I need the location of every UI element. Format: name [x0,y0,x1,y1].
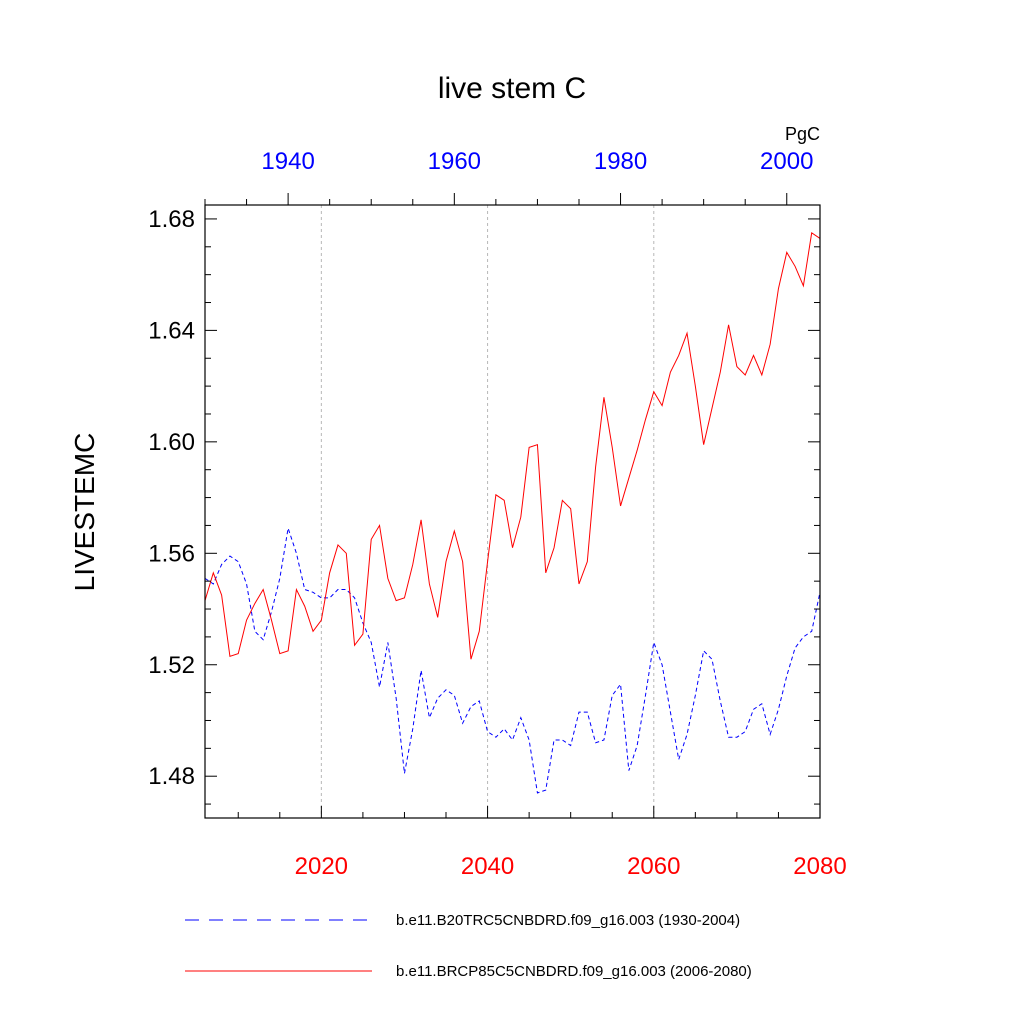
y-axis-label: LIVESTEMC [69,433,100,592]
y-tick-label-3: 1.60 [148,429,195,456]
y-tick-label-4: 1.64 [148,317,195,344]
y-tick-label-1: 1.52 [148,652,195,679]
x-bottom-tick-label-1: 2040 [461,853,514,880]
legend: b.e11.B20TRC5CNBDRD.f09_g16.003 (1930-20… [185,912,752,980]
units-label: PgC [785,124,820,144]
axes: 1.48 1.52 1.56 1.60 1.64 1.68 2020 2040 2060 2080… [148,148,846,880]
plot-area [204,205,821,818]
x-bottom-tick-label-2: 2060 [627,853,680,880]
x-top-tick-label-0: 1940 [261,148,314,175]
y-tick-label-2: 1.56 [148,540,195,567]
y-tick-label-5: 1.68 [148,206,195,233]
y-tick-label-0: 1.48 [148,763,195,790]
x-bottom-tick-label-0: 2020 [295,853,348,880]
x-bottom-tick-label-3: 2080 [793,853,846,880]
series-line-1 [204,232,821,660]
legend-label-rcp85: b.e11.BRCP85C5CNBDRD.f09_g16.003 (2006-2… [396,963,752,980]
series-line-0 [204,528,821,794]
chart-title: live stem C [438,72,586,105]
plot-frame [204,204,821,819]
x-top-tick-label-1: 1960 [428,148,481,175]
x-top-tick-label-3: 2000 [760,148,813,175]
x-top-tick-label-2: 1980 [594,148,647,175]
legend-label-historical: b.e11.B20TRC5CNBDRD.f09_g16.003 (1930-20… [396,912,740,929]
